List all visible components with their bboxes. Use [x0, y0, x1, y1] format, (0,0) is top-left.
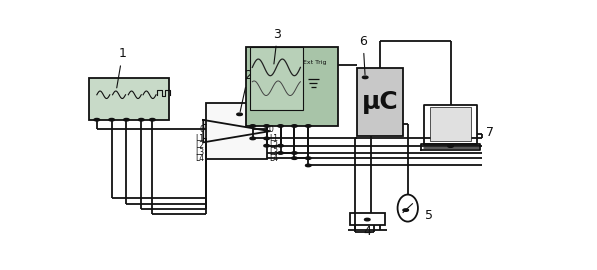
Circle shape [264, 125, 269, 127]
Bar [207, 103, 267, 159]
Text: L4: L4 [269, 154, 278, 163]
Circle shape [306, 164, 311, 167]
Circle shape [403, 209, 408, 211]
Text: 4: 4 [364, 225, 371, 238]
Bar [250, 47, 303, 110]
Ellipse shape [398, 195, 418, 222]
Text: 3: 3 [273, 28, 281, 64]
Bar [350, 213, 384, 225]
Text: L2: L2 [195, 141, 204, 150]
Bar [357, 68, 403, 136]
Text: 7: 7 [487, 126, 494, 139]
Text: L1: L1 [195, 134, 204, 143]
Text: 0: 0 [199, 124, 204, 134]
Text: L1: L1 [269, 134, 278, 143]
Bar [430, 107, 471, 140]
Text: L2: L2 [269, 141, 278, 150]
Text: 2: 2 [240, 69, 252, 112]
Circle shape [278, 125, 284, 127]
Text: Ext Trig: Ext Trig [303, 60, 327, 65]
Text: L3: L3 [195, 148, 204, 157]
Text: 6: 6 [359, 35, 367, 75]
Text: L4: L4 [195, 154, 204, 163]
Circle shape [291, 157, 297, 159]
Circle shape [264, 137, 269, 140]
Bar [246, 47, 338, 126]
Circle shape [306, 157, 311, 159]
Circle shape [278, 152, 284, 154]
Circle shape [237, 113, 242, 116]
Circle shape [139, 119, 144, 121]
Circle shape [278, 144, 284, 147]
Circle shape [365, 218, 370, 221]
Text: 1: 1 [117, 47, 127, 88]
Circle shape [150, 119, 155, 121]
Circle shape [124, 119, 129, 121]
Bar [88, 78, 170, 120]
Text: 0: 0 [269, 124, 274, 134]
Circle shape [94, 119, 100, 121]
Circle shape [291, 152, 297, 154]
Circle shape [448, 145, 453, 147]
Circle shape [109, 119, 115, 121]
Circle shape [362, 76, 368, 79]
Circle shape [250, 137, 256, 140]
Circle shape [250, 125, 256, 127]
Text: μC: μC [362, 90, 398, 114]
Text: 5: 5 [425, 209, 433, 222]
Circle shape [291, 125, 297, 127]
Circle shape [264, 144, 269, 147]
Text: L3: L3 [269, 148, 278, 157]
Circle shape [306, 125, 311, 127]
